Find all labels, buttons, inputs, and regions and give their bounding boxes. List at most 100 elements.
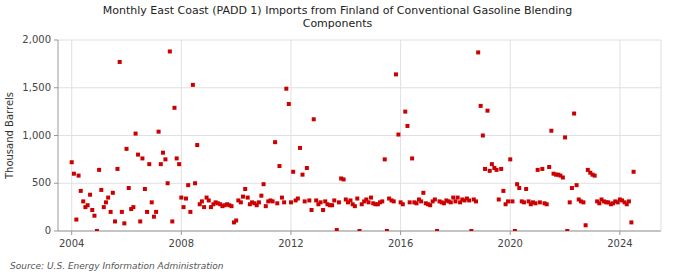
point [300,173,304,177]
point [629,220,633,224]
point [280,196,284,200]
point [314,198,318,202]
point [95,229,99,231]
point [312,117,316,121]
tick-mark [54,183,58,184]
point [152,215,156,219]
point [291,170,295,174]
point [385,229,389,231]
point [86,203,90,207]
point [435,229,439,231]
point [277,164,281,168]
grid-line [58,87,661,88]
grid-line [181,40,182,231]
point [547,165,551,169]
point [499,167,503,171]
point [321,208,325,212]
point [383,157,387,161]
point [138,219,142,223]
point [161,151,165,155]
point [147,162,151,166]
point [106,196,110,200]
point [104,200,108,204]
point [118,60,122,64]
point [355,197,359,201]
point [271,199,275,203]
point [168,49,172,53]
point [565,229,569,231]
point [497,197,501,201]
point [467,198,471,202]
point [200,199,204,203]
tick-label: 2,000 [22,34,51,45]
point [134,132,138,136]
point [202,205,206,209]
point [508,157,512,161]
tick-mark [71,231,72,235]
point [538,200,542,204]
point [319,200,323,204]
point [179,196,183,200]
point [449,200,453,204]
point [289,200,293,204]
tick-mark [619,231,620,235]
point [533,201,537,205]
point [488,169,492,173]
point [296,197,300,201]
point [348,198,352,202]
point [522,200,526,204]
point [287,102,291,106]
tick-label: 0 [45,225,51,236]
tick-mark [54,40,58,41]
point [229,204,233,208]
point [246,196,250,200]
tick-label: 1,500 [22,82,51,93]
point [90,208,94,212]
tick-mark [54,231,58,232]
point [257,200,261,204]
point [79,189,83,193]
point [241,195,245,199]
point [469,229,473,231]
point [524,187,528,191]
point [428,203,432,207]
point [545,202,549,206]
point [479,104,483,108]
chart: 05001,0001,5002,000200420082012201620202… [0,0,675,275]
point [481,134,485,138]
point [275,201,279,205]
point [191,83,195,87]
point [570,186,574,190]
point [175,156,179,160]
tick-mark [290,231,291,235]
point [337,200,341,204]
point [421,191,425,195]
point [632,170,636,174]
grid [58,40,661,231]
point [332,198,336,202]
point [125,147,129,151]
point [88,193,92,197]
point [159,162,163,166]
source: Source: U.S. Energy Information Administ… [10,261,224,271]
point [490,162,494,166]
point [517,186,521,190]
tick-mark [54,87,58,88]
grid-line [71,40,72,231]
tick-mark [54,135,58,136]
point [243,187,247,191]
point [415,201,419,205]
point [193,181,197,185]
point [154,210,158,214]
point [298,146,302,150]
tick-label: 2020 [498,238,523,249]
point [451,196,455,200]
point [136,153,140,157]
point [150,200,154,204]
point [394,72,398,76]
point [120,210,124,214]
point [408,200,412,204]
point [335,228,339,231]
point [72,172,76,176]
point [513,229,517,231]
